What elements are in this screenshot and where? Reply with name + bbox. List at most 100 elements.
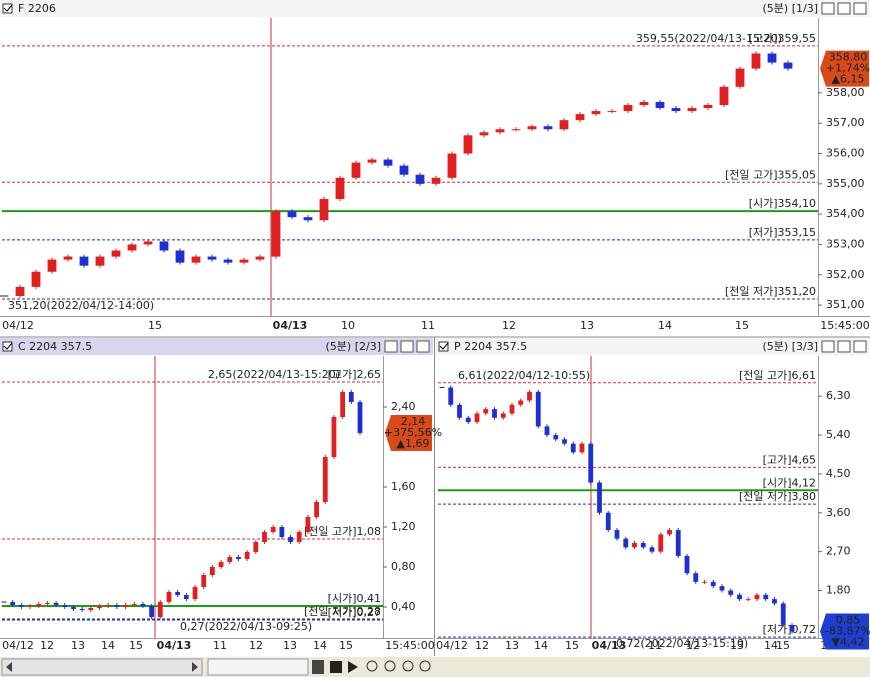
candle: [31, 271, 41, 287]
window-button[interactable]: [416, 340, 430, 353]
x-tick-label: 15: [776, 639, 790, 652]
period-label: (5분) [3/3]: [763, 340, 818, 353]
window-button[interactable]: [400, 340, 414, 353]
scroll-track[interactable]: [1, 658, 203, 676]
candle: [607, 111, 617, 113]
x-tick-label: 15: [565, 639, 579, 652]
candle: [457, 404, 462, 418]
candle: [605, 512, 611, 531]
window-button[interactable]: [837, 340, 851, 353]
candle: [399, 165, 409, 175]
y-tick-label: 352,00: [826, 268, 865, 281]
candle: [447, 153, 457, 178]
candle: [270, 527, 276, 532]
candle: [175, 592, 181, 595]
reference-label: [저가]0,72: [763, 623, 816, 636]
zoom-in[interactable]: [366, 660, 378, 672]
window-button[interactable]: [821, 2, 835, 15]
candle: [303, 217, 313, 221]
candle: [63, 256, 73, 260]
x-tick-label: 14: [764, 639, 778, 652]
scroll-right[interactable]: [192, 662, 198, 672]
symbol-label: C 2204 357.5: [18, 340, 92, 353]
search[interactable]: [419, 660, 431, 672]
y-tick-label: 1,20: [391, 520, 416, 533]
candle: [383, 159, 393, 166]
candle: [591, 111, 601, 115]
reference-label: [전일 고가]1,08: [304, 524, 381, 538]
window-button[interactable]: [853, 2, 867, 15]
period-label: (5분) [1/3]: [763, 2, 818, 15]
reference-label: [고가]359,55: [749, 32, 816, 45]
checkbox[interactable]: [2, 341, 13, 352]
candle: [658, 534, 664, 552]
price-label: 0,85: [836, 614, 861, 627]
x-tick-label: 14: [101, 639, 115, 652]
window-button[interactable]: [853, 340, 867, 353]
reference-label: [시가]354,10: [749, 197, 816, 210]
checkbox[interactable]: [2, 3, 13, 14]
candle: [527, 391, 532, 401]
x-tick-label: 04/12: [2, 319, 34, 332]
reference-label: [전일 고가]6,61: [739, 368, 816, 382]
change-label: -83,87%: [825, 625, 870, 638]
zoom-reset[interactable]: [402, 660, 414, 672]
candle: [340, 392, 346, 417]
candle: [210, 567, 215, 575]
candle: [751, 53, 761, 69]
window-button[interactable]: [821, 340, 835, 353]
candle: [253, 542, 259, 552]
candle: [279, 527, 285, 537]
candle: [192, 587, 198, 599]
candle: [479, 132, 489, 136]
chart-panel: P 2204 357.5 (5분) [3/3] 1,80 2,70 3,60 4,50 5,…: [436, 338, 870, 652]
candle: [767, 53, 777, 63]
candle: [639, 101, 649, 106]
candle: [262, 532, 267, 542]
x-tick-label: 11: [421, 319, 435, 332]
y-tick-label: 357,00: [826, 116, 865, 129]
candle: [207, 256, 217, 260]
x-tick-label: 04/12: [2, 639, 34, 652]
window-button[interactable]: [837, 2, 851, 15]
y-tick-label: 355,00: [826, 177, 865, 190]
candle: [415, 174, 425, 184]
x-tick-label: 15: [735, 319, 749, 332]
candle: [474, 413, 480, 423]
x-tick-label: 04/13: [273, 319, 308, 332]
candle: [702, 581, 707, 583]
candle: [509, 404, 515, 414]
symbol-label: F 2206: [18, 2, 56, 15]
y-tick-label: 358,00: [826, 86, 865, 99]
reference-label: [고가]2,65: [328, 368, 381, 381]
checkbox[interactable]: [438, 341, 449, 352]
zoom-slider[interactable]: [207, 658, 309, 676]
zoom-out[interactable]: [384, 660, 396, 672]
candle: [351, 162, 361, 178]
x-tick-label: 11: [648, 639, 662, 652]
candle: [754, 594, 760, 600]
candle: [62, 605, 68, 607]
scroll-left[interactable]: [6, 662, 12, 672]
candle: [671, 108, 681, 112]
candle: [305, 517, 311, 532]
candle: [255, 256, 265, 260]
x-tick-label: 04/13: [157, 639, 192, 652]
candle: [614, 530, 620, 539]
next-button[interactable]: [348, 661, 358, 673]
candle: [123, 605, 128, 607]
candle: [780, 603, 786, 626]
x-tick-label: 10: [341, 319, 355, 332]
stop-button[interactable]: [330, 661, 342, 673]
window-button[interactable]: [384, 340, 398, 353]
candle: [71, 607, 76, 609]
candle: [527, 126, 537, 130]
candle: [47, 259, 57, 272]
prev-button[interactable]: [312, 660, 324, 674]
candle: [45, 603, 50, 604]
price-label: 358,80: [829, 51, 868, 64]
diff-label: ▲1,69: [397, 437, 430, 450]
x-tick-label: 15: [129, 639, 143, 652]
candle: [159, 241, 169, 251]
x-tick-label: 12: [40, 639, 54, 652]
